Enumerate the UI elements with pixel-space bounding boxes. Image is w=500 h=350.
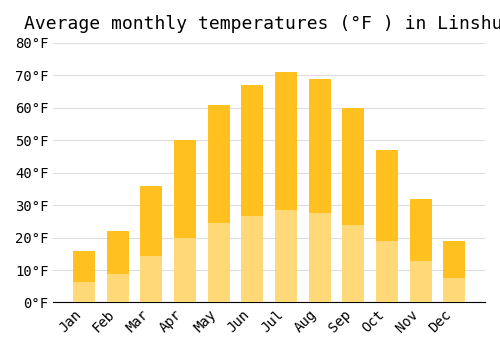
Bar [106,231,128,302]
Bar [174,140,196,302]
Bar [140,256,162,302]
Bar [73,251,95,302]
Bar [73,282,95,302]
Bar [444,278,466,302]
Bar [410,261,432,302]
Title: Average monthly temperatures (°F ) in Linshui: Average monthly temperatures (°F ) in Li… [24,15,500,33]
Bar [106,274,128,302]
Bar [444,241,466,302]
Bar [208,105,230,302]
Bar [174,238,196,302]
Bar [376,150,398,302]
Bar [242,85,264,302]
Bar [140,186,162,302]
Bar [309,79,330,302]
Bar [410,199,432,302]
Bar [342,108,364,302]
Bar [275,210,297,302]
Bar [376,241,398,302]
Bar [309,213,330,302]
Bar [242,216,264,302]
Bar [342,225,364,302]
Bar [208,223,230,302]
Bar [275,72,297,302]
